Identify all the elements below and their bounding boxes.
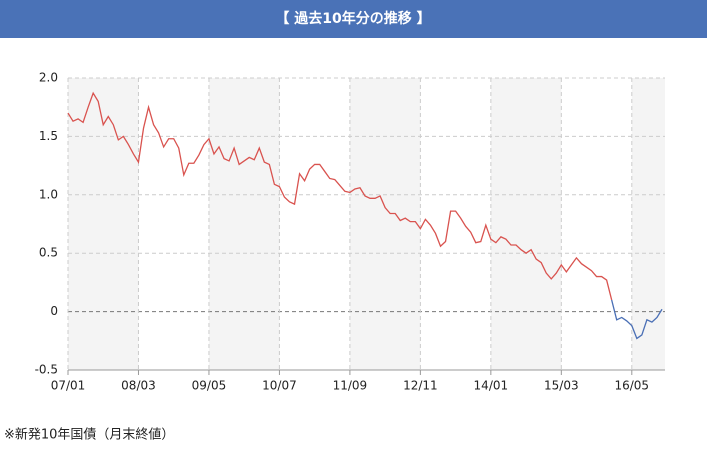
x-tick-label: 10/07 [262,379,297,393]
band [349,78,421,370]
x-tick-label: 11/09 [333,379,368,393]
y-tick-label: 1.0 [39,187,58,201]
y-tick-label: 0 [50,304,58,318]
y-tick-label: 1.5 [39,129,58,143]
band [631,78,665,370]
line-series [67,91,613,301]
x-tick-label: 16/05 [614,379,649,393]
header-bar [0,0,707,38]
x-tick-label: 08/03 [121,379,156,393]
y-tick-label: 0.5 [39,246,58,260]
x-tick-label: 12/11 [403,379,438,393]
footnote: ※新発10年国債（月末終値） [4,427,174,443]
band [208,78,280,370]
x-tick-label: 09/05 [192,379,227,393]
chart-title: 【 過去10年分の推移 】 [275,10,430,27]
band [68,78,139,370]
line-series [611,299,663,340]
y-tick-label: 2.0 [39,71,58,85]
band [490,78,562,370]
x-tick-label: 15/03 [544,379,579,393]
y-tick-label: -0.5 [35,363,58,377]
x-tick-label: 14/01 [474,379,509,393]
x-tick-label: 07/01 [51,379,86,393]
